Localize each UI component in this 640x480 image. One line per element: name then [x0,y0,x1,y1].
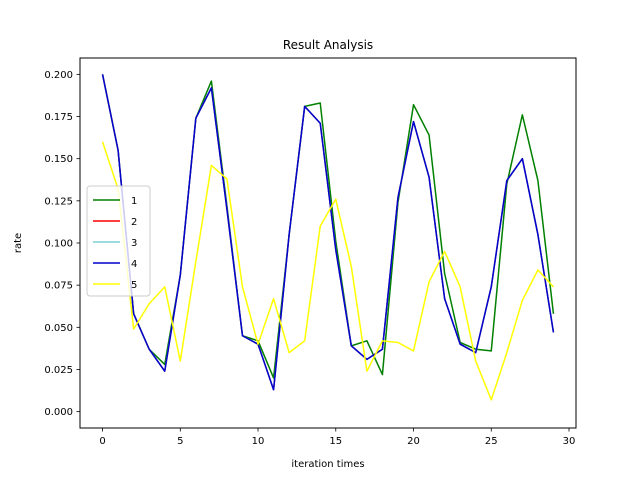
series-line-5 [101,141,555,401]
y-tick-label: 0.075 [44,281,73,292]
y-axis-label: rate [13,233,24,253]
x-tick-label: 25 [485,436,498,447]
y-tick-label: 0.200 [44,70,73,81]
series-line-4 [101,74,555,391]
y-tick-label: 0.000 [44,407,73,418]
x-tick-label: 0 [99,436,105,447]
y-tick-label: 0.125 [44,196,73,207]
plot-area [80,58,576,428]
chart-title: Result Analysis [283,38,373,52]
x-tick-label: 30 [563,436,576,447]
plot-background [80,58,576,428]
series-layer [101,74,555,401]
y-tick-label: 0.175 [44,112,73,123]
legend-label-3: 3 [131,238,137,249]
y-tick-label: 0.050 [44,323,73,334]
y-tick-label: 0.025 [44,365,73,376]
x-tick-label: 5 [177,436,183,447]
legend-label-2: 2 [131,217,137,228]
y-axis: 0.000 0.025 0.050 0.075 0.100 0.125 0.150 0.175… [44,70,80,418]
x-axis-label: iteration times [291,459,364,470]
x-axis: 0 5 10 15 20 25 30 [99,428,575,447]
legend-label-4: 4 [131,259,137,270]
y-tick-label: 0.150 [44,154,73,165]
y-tick-label: 0.100 [44,239,73,250]
legend: 1 2 3 4 5 [86,185,151,297]
x-tick-label: 20 [407,436,420,447]
x-tick-label: 10 [252,436,265,447]
legend-label-1: 1 [131,196,137,207]
legend-box [86,185,151,297]
legend-label-5: 5 [131,280,137,291]
x-tick-label: 15 [329,436,342,447]
